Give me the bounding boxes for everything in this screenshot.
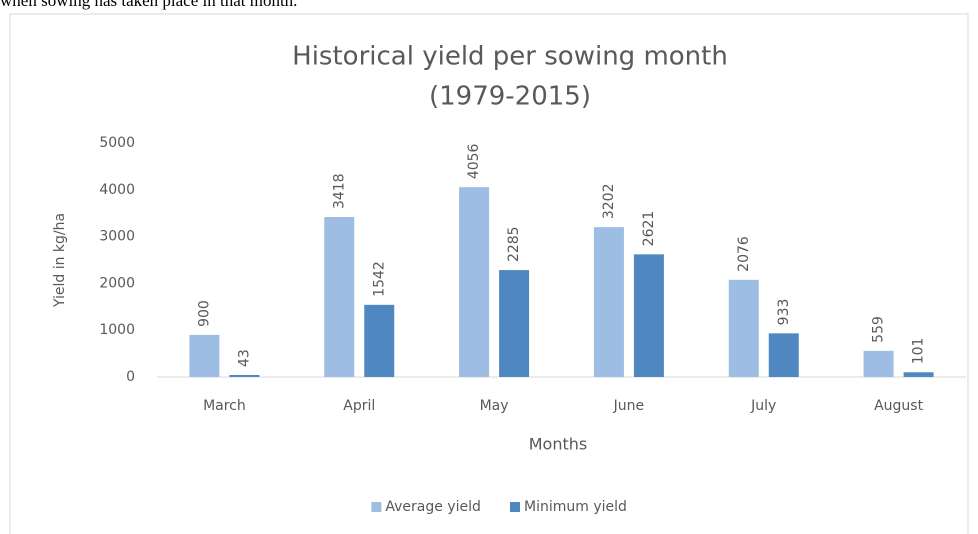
y-tick-label: 3000 (99, 229, 135, 245)
bar (633, 254, 664, 377)
bar (189, 334, 220, 377)
data-label: 2076 (736, 236, 752, 272)
chart-title: Historical yield per sowing month (292, 42, 728, 72)
y-tick-label: 4000 (99, 182, 135, 198)
data-label: 900 (196, 300, 212, 327)
bar (364, 304, 395, 377)
bar (229, 374, 260, 377)
chart-subtitle: (1979-2015) (429, 82, 591, 112)
bar (863, 350, 894, 377)
y-tick-label: 5000 (99, 135, 135, 151)
bar (324, 217, 355, 377)
x-tick-label: May (480, 398, 509, 414)
data-label: 1542 (371, 261, 387, 297)
y-tick-label: 1000 (99, 322, 135, 338)
data-label: 43 (236, 349, 252, 367)
bar (768, 333, 799, 377)
x-tick-label: April (343, 398, 375, 414)
x-tick-label: June (613, 398, 645, 414)
legend-swatch (371, 502, 382, 512)
data-label: 933 (776, 299, 792, 326)
x-tick-label: July (750, 398, 776, 414)
caption: when sowing has taken place in that mont… (0, 0, 297, 10)
data-label: 3418 (331, 173, 347, 209)
data-label: 559 (871, 316, 887, 343)
bar (499, 270, 530, 377)
data-label: 3202 (601, 184, 617, 220)
legend-swatch (510, 502, 520, 512)
x-axis-label: Months (529, 435, 587, 454)
data-label: 101 (911, 338, 927, 365)
bar (593, 227, 624, 377)
data-label: 2621 (641, 211, 657, 247)
x-tick-label: March (203, 398, 246, 414)
bar (903, 372, 934, 377)
legend-label: Minimum yield (524, 499, 627, 515)
y-axis-label: Yield in kg/ha (52, 213, 68, 308)
x-tick-label: August (874, 398, 924, 414)
y-tick-label: 2000 (99, 275, 135, 291)
legend-label: Average yield (385, 499, 481, 515)
bar (728, 279, 759, 377)
data-label: 4056 (466, 143, 482, 179)
y-tick-label: 0 (126, 369, 135, 385)
data-label: 2285 (506, 226, 522, 262)
bar (459, 187, 490, 377)
